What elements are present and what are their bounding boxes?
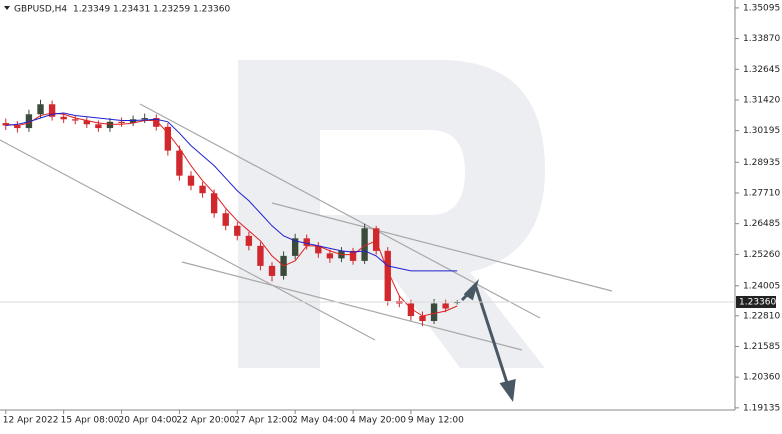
candle-body [315, 245, 322, 254]
y-tick-label: 1.20360 [743, 373, 780, 383]
y-tick-label: 1.26485 [743, 219, 780, 229]
menu-triangle[interactable] [4, 6, 10, 10]
candle-body [291, 238, 299, 256]
forecast-arrow [460, 278, 516, 403]
y-tick-label: 1.21585 [743, 342, 780, 352]
ohlc-high: 1.23431 [113, 5, 150, 15]
watermark [238, 60, 545, 368]
candle-body [361, 228, 368, 261]
x-tick-label: 4 May 20:00 [350, 416, 406, 426]
indicator-line [5, 112, 458, 317]
candle-body [384, 250, 391, 301]
marks [2, 99, 461, 327]
x-tick-label: 27 Apr 12:00 [234, 416, 293, 426]
candle-body [95, 124, 102, 129]
ohlc-close: 1.23360 [193, 5, 230, 15]
current-price-tag [736, 295, 776, 308]
trend-line [139, 103, 541, 319]
candle-body [37, 104, 44, 115]
y-tick-label: 1.19135 [743, 403, 780, 413]
y-tick-label: 1.31420 [743, 95, 780, 105]
candle-body [257, 245, 264, 266]
trend-line [271, 202, 613, 292]
x-tick-label: 22 Apr 20:00 [176, 416, 235, 426]
candle-body [153, 118, 160, 127]
x-tick-label: 2 May 04:00 [292, 416, 348, 426]
y-tick-label: 1.27710 [743, 188, 780, 198]
y-tick-label: 1.28935 [743, 158, 780, 168]
candle-body [176, 150, 183, 176]
candle-body [83, 120, 90, 125]
arrow-segment [474, 286, 510, 387]
indicator-line [5, 112, 458, 272]
candle-body [222, 213, 229, 226]
candle-body [60, 116, 67, 120]
trend-line [0, 139, 376, 341]
y-tick-label: 1.25260 [743, 250, 780, 260]
arrow-head [499, 379, 516, 403]
candle-body [199, 185, 206, 194]
candle-body [164, 126, 172, 151]
candle-body [25, 114, 33, 129]
x-tick-label: 15 Apr 08:00 [61, 416, 120, 426]
candle-body [442, 303, 449, 309]
candle-body [48, 104, 56, 117]
candle-body [141, 118, 148, 120]
y-tick-label: 1.32645 [743, 65, 780, 75]
candle-body [419, 316, 426, 322]
y-tick-label: 1.33870 [743, 34, 780, 44]
y-tick-label: 1.24005 [743, 281, 780, 291]
candle-body [14, 125, 21, 129]
candle-body [407, 303, 415, 317]
candle-body [118, 121, 125, 124]
candle-body [72, 119, 79, 121]
candle-body [106, 121, 114, 129]
candle-body [349, 250, 357, 261]
ohlc-open: 1.23349 [73, 5, 110, 15]
candle-body [303, 238, 310, 246]
candle-body [326, 253, 334, 259]
ohlc-low: 1.23259 [153, 5, 190, 15]
trend-lines [0, 103, 613, 351]
candle-body [372, 228, 380, 251]
arrow-head [463, 278, 480, 301]
candle-body [2, 123, 9, 126]
x-tick-label: 12 Apr 2022 [3, 416, 59, 426]
x-tick-label: 20 Apr 04:00 [119, 416, 178, 426]
candle-body [210, 193, 218, 214]
symbol: GBPUSD,H4 [14, 5, 67, 15]
candle-body [430, 303, 438, 322]
candle-body [129, 119, 137, 124]
x-tick-label: 9 May 12:00 [408, 416, 464, 426]
y-tick-label: 1.35095 [743, 3, 780, 13]
trend-line [181, 261, 523, 351]
y-tick-label: 1.22810 [743, 311, 780, 321]
candle-body [234, 225, 241, 236]
current-price-label: 1.23360 [739, 297, 776, 307]
candle-body [268, 265, 276, 276]
candle-body [245, 235, 253, 246]
y-tick-label: 1.30195 [743, 126, 780, 136]
candle-body [187, 175, 195, 186]
